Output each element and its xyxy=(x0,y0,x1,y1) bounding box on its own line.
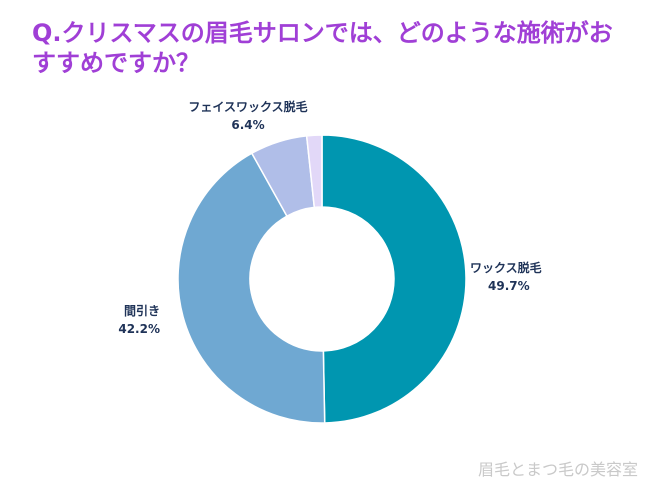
slice-label-0: ワックス脱毛 xyxy=(470,260,542,275)
slice-value-2: 6.4% xyxy=(231,118,264,132)
slice-3 xyxy=(305,134,323,209)
labels-group: ワックス脱毛 49.7% 間引き 42.2% フェイスワックス脱毛 6.4% xyxy=(118,99,541,336)
slice-value-1: 42.2% xyxy=(118,322,160,336)
watermark: 眉毛とまつ毛の美容室 xyxy=(477,460,638,479)
slices-group xyxy=(177,134,467,424)
chart-title: Q.クリスマスの眉毛サロンでは、どのような施術がおすすめですか？ xyxy=(32,19,613,77)
slice-1 xyxy=(177,152,326,424)
slice-label-1: 間引き xyxy=(124,304,160,318)
slice-0 xyxy=(321,134,467,424)
slice-label-2: フェイスワックス脱毛 xyxy=(188,99,307,114)
slice-value-0: 49.7% xyxy=(488,279,530,293)
